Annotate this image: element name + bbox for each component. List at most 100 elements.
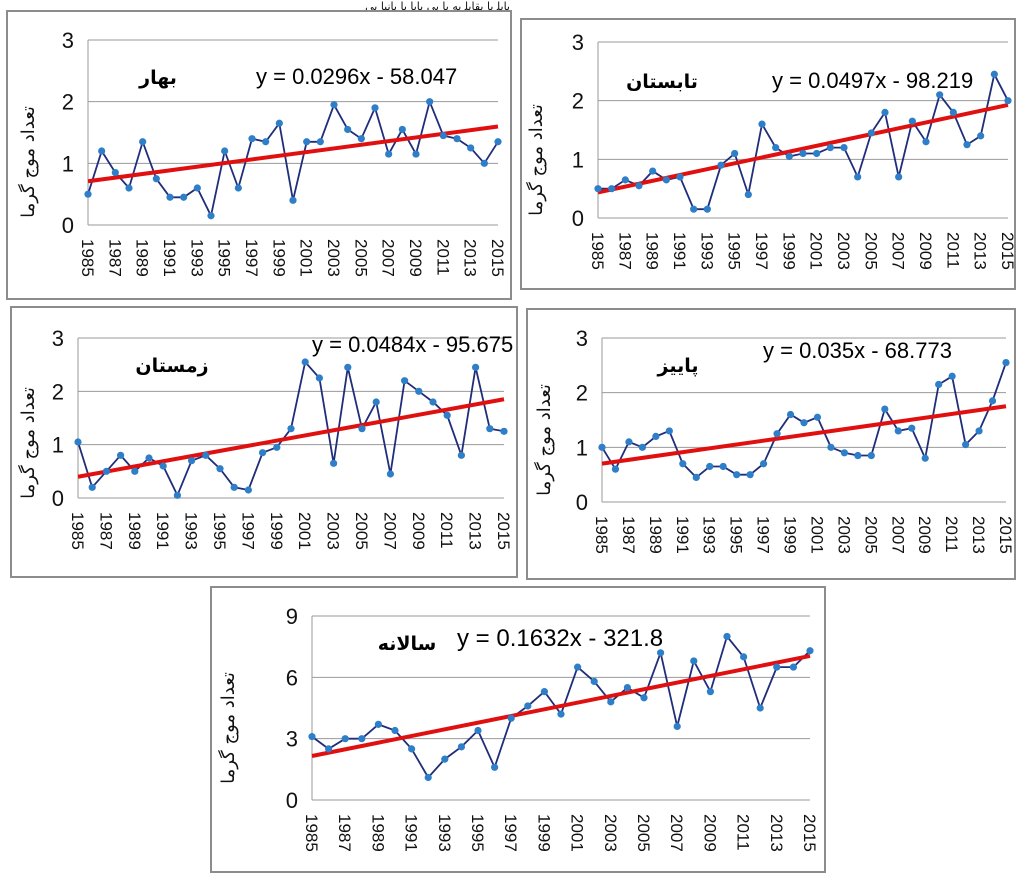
x-tick-label: 2013	[767, 814, 786, 852]
data-point	[259, 449, 267, 457]
data-point	[649, 167, 657, 175]
x-tick-label: 2003	[834, 516, 853, 554]
chart-panel-annual: 0 3 6 9 1985 1987 1989 1991 1993 1995 1997 1999 2001…	[210, 586, 826, 873]
chart-panel-spring: 0 1 2 3 1985 1987 1989 1991 1993 1995 1997 1999 2001…	[6, 10, 512, 300]
data-point	[344, 363, 352, 371]
data-point	[330, 101, 338, 109]
data-point	[429, 398, 437, 406]
data-point	[826, 144, 834, 152]
trend-line	[597, 103, 1009, 195]
data-point	[827, 443, 835, 451]
data-point	[441, 755, 449, 763]
x-tick-label: 1993	[182, 512, 201, 550]
data-point	[401, 377, 409, 385]
y-tick-label: 1	[52, 433, 64, 458]
x-tick-label: 1993	[187, 239, 206, 277]
data-point	[358, 735, 366, 743]
data-point	[806, 647, 814, 655]
data-point	[494, 138, 502, 146]
trend-equation: y = 0.0484x - 95.675	[312, 332, 513, 357]
data-point	[540, 688, 548, 696]
data-point	[799, 149, 807, 158]
x-tick-label: 2003	[834, 232, 853, 270]
x-tick-label: 2005	[861, 232, 880, 270]
y-axis-title: تعداد موج گرما	[533, 384, 555, 496]
data-point	[977, 132, 985, 140]
data-point	[453, 135, 461, 143]
y-tick-label: 1	[572, 147, 584, 172]
data-point	[673, 722, 681, 730]
x-tick-label: 1985	[68, 512, 87, 550]
data-point	[244, 486, 252, 494]
data-point	[524, 702, 532, 710]
data-point	[98, 147, 106, 155]
data-point	[152, 175, 160, 183]
data-point	[325, 745, 333, 753]
x-tick-label: 2011	[943, 232, 962, 269]
data-point	[785, 152, 793, 160]
y-axis-title: تعداد موج گرما	[525, 104, 547, 216]
y-tick-label: 1	[576, 435, 588, 460]
x-tick-label: 1991	[153, 512, 172, 550]
trend-line	[77, 397, 505, 479]
x-tick-label: 1993	[435, 814, 454, 852]
data-point	[357, 135, 365, 143]
y-tick-label: 0	[62, 213, 74, 238]
data-point	[193, 184, 201, 192]
y-tick-label: 3	[286, 727, 298, 752]
data-point	[287, 425, 295, 433]
y-tick-label: 3	[572, 30, 584, 55]
data-point	[117, 451, 125, 459]
data-point	[557, 710, 565, 718]
chart-autumn-svg: 0 1 2 3 1985 1987 1989 1991 1993 1995 1997 1999 2001…	[533, 326, 1015, 554]
x-tick-label: 2005	[634, 814, 653, 852]
y-tick-label: 2	[576, 381, 588, 406]
data-point	[867, 129, 875, 137]
chart-panel-autumn: 0 1 2 3 1985 1987 1989 1991 1993 1995 1997 1999 2001…	[526, 308, 1016, 580]
data-point	[391, 726, 399, 735]
data-point	[467, 144, 475, 152]
data-point	[800, 419, 808, 427]
chart-summer-svg: 0 1 2 3 1985 1987 1989 1991 1993 1995 1997 1999 2001…	[525, 30, 1016, 270]
data-point	[760, 460, 768, 468]
data-point	[894, 427, 902, 435]
x-tick-label: 2009	[406, 239, 425, 277]
data-point	[949, 108, 957, 116]
data-point	[990, 70, 998, 78]
data-point	[102, 467, 110, 475]
chart-winter-svg: 0 1 2 3 1985 1987 1989 1991 1993 1995 1997 1999 2001…	[17, 326, 513, 550]
x-tick-label: 2005	[352, 512, 371, 550]
data-point	[159, 462, 167, 470]
y-tick-label: 2	[52, 379, 64, 404]
data-point	[262, 138, 270, 146]
x-tick-label: 2015	[998, 232, 1016, 270]
data-point	[717, 161, 725, 169]
trend-equation: y = 0.0296x - 58.047	[256, 64, 457, 89]
chart-title: سالانه	[378, 633, 437, 655]
x-tick-label: 2001	[568, 814, 587, 852]
x-tick-label: 2015	[996, 516, 1015, 554]
data-point	[371, 104, 379, 112]
data-point	[457, 743, 465, 751]
chart-panel-winter: 0 1 2 3 1985 1987 1989 1991 1993 1995 1997 1999 2001…	[10, 306, 518, 578]
data-point	[756, 704, 764, 712]
data-point	[895, 173, 903, 181]
data-point	[840, 144, 848, 152]
data-point	[789, 663, 798, 671]
data-point	[988, 397, 997, 405]
y-tick-label: 1	[62, 151, 74, 176]
data-point	[922, 138, 930, 146]
x-tick-label: 2015	[800, 814, 819, 852]
x-tick-label: 1985	[588, 232, 607, 270]
data-point	[84, 190, 92, 198]
data-point	[221, 147, 229, 155]
data-point	[1002, 359, 1010, 367]
data-point	[111, 168, 119, 177]
data-point	[412, 150, 420, 158]
x-tick-label: 1997	[238, 512, 257, 550]
data-point	[491, 763, 499, 771]
data-point	[854, 451, 862, 460]
data-point	[657, 649, 665, 657]
x-tick-label: 1989	[133, 239, 152, 277]
x-tick-label: 2001	[295, 512, 314, 550]
